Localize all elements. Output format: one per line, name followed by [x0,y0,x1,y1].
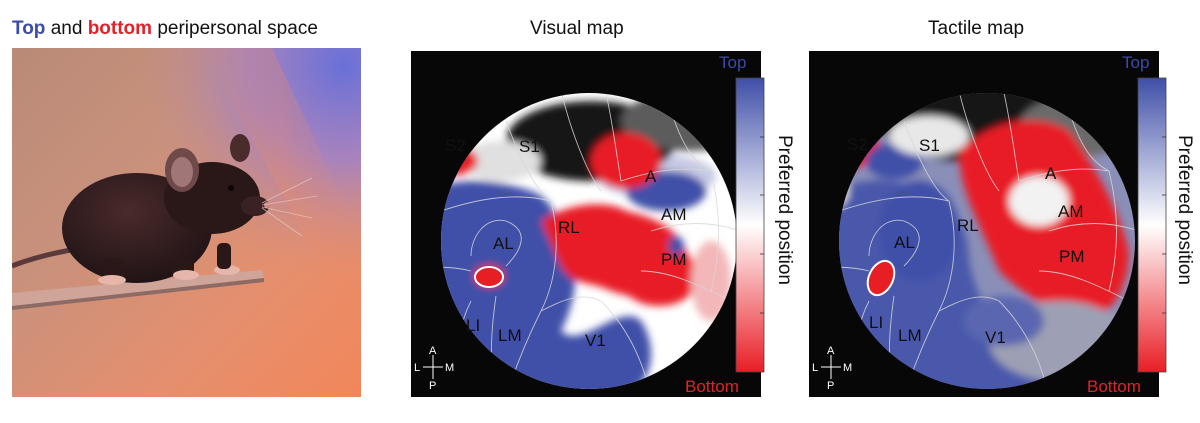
area-label: AL [493,234,514,253]
compass-p: P [827,380,834,392]
compass-a: A [827,345,835,357]
compass-m: M [445,362,454,374]
area-label: S2 [445,136,466,155]
area-label: V1 [985,328,1006,347]
visual-map: S2 S1 A AM RL AL PM LI LM V1 A P L M [411,51,761,397]
tactile-map-title: Tactile map [928,18,1025,39]
orientation-compass: A P L M [414,345,454,392]
area-label: A [1045,164,1057,183]
title-top-word: Top [12,18,46,39]
tactile-map: S2 S1 A AM RL AL PM LI LM V1 A P L M [809,51,1159,397]
area-label: AM [661,205,687,224]
colorbar-axis-label: Preferred position [1174,135,1195,285]
area-label: LM [498,326,522,345]
area-label: AL [894,233,915,252]
colorbar-top-label: Top [1122,53,1150,72]
mouse-photo [12,48,361,397]
title-and-word: and [45,18,88,39]
area-label: A [645,167,657,186]
compass-l: L [812,362,818,374]
compass-l: L [414,362,420,374]
compass-a: A [429,345,437,357]
colorbar-axis-label: Preferred position [774,135,795,285]
area-label: V1 [585,331,606,350]
colorbar [1137,77,1167,373]
colorbar-bottom-label: Bottom [1087,377,1141,396]
title-bottom-word: bottom [87,18,153,39]
area-label: LI [869,313,883,332]
area-label: RL [558,218,580,237]
area-label: LI [466,316,480,335]
colorbar-bottom-label: Bottom [685,377,739,396]
area-label: LM [898,326,922,345]
area-label: S1 [519,137,540,156]
area-label: S1 [919,136,940,155]
area-label: PM [1059,247,1085,266]
colorbar [735,77,765,373]
compass-m: M [843,362,852,374]
area-label: PM [661,250,687,269]
title-rest: peripersonal space [152,18,318,39]
area-label: RL [957,216,979,235]
colorbar-top-label: Top [719,53,747,72]
area-label: AM [1058,202,1084,221]
visual-map-title: Visual map [530,18,624,39]
area-label: S2 [847,135,868,154]
orientation-compass: A P L M [812,345,852,392]
panel-a-title: Top and bottom peripersonal space [12,18,318,40]
compass-p: P [429,380,436,392]
